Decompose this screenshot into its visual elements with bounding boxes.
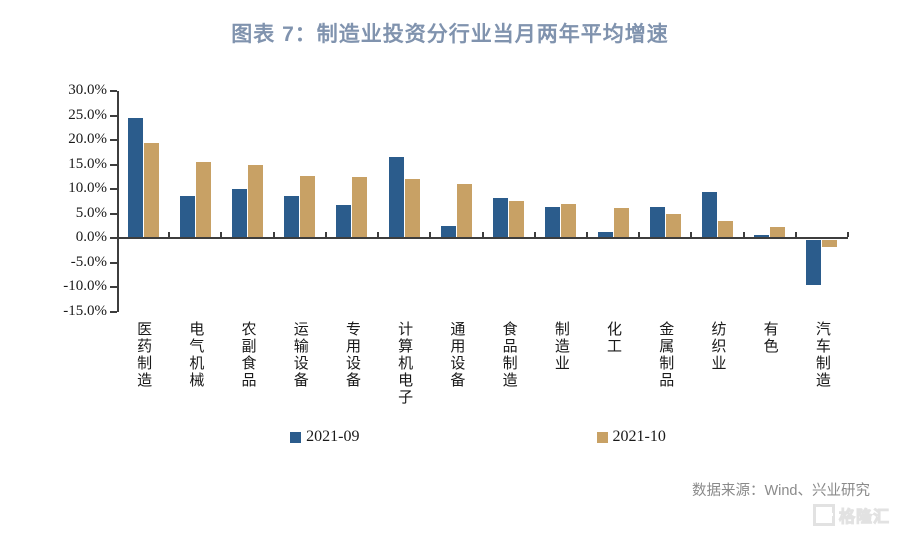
y-tick-label: -5.0% [70,253,107,270]
category-label-通用设备: 通用设备 [448,321,465,389]
bar-2021-10-汽车制造 [822,240,838,248]
bar-2021-09-专用设备 [336,204,352,238]
bar-2021-10-专用设备 [352,176,368,238]
x-axis-tick [742,232,745,237]
category-label-金属制品: 金属制品 [657,321,674,389]
bar-2021-09-化工 [597,231,613,238]
x-axis-tick [533,232,536,237]
category-label-食品制造: 食品制造 [500,321,517,389]
category-label-专用设备: 专用设备 [343,321,360,389]
legend-label: 2021-09 [306,428,360,445]
x-axis-tick [638,232,641,237]
x-axis-tick [377,232,380,237]
bar-2021-09-医药制造 [127,117,143,238]
y-tick-label: -10.0% [63,278,107,294]
x-axis-tick [220,232,223,237]
bar-2021-09-通用设备 [440,226,456,238]
y-axis-line [117,91,119,312]
bar-2021-10-有色 [770,227,786,238]
y-tick-label: 5.0% [75,204,107,221]
chart-title: 图表 7：制造业投资分行业当月两年平均增速 [231,23,669,46]
bar-2021-09-运输设备 [284,195,300,238]
bar-2021-10-制造业 [561,204,577,238]
bar-2021-10-运输设备 [300,175,316,238]
legend-swatch-2021-09 [290,431,302,443]
legend: 2021-09 2021-10 [28,428,900,446]
category-label-计算机电子: 计算机电子 [396,321,413,406]
category-label-有色: 有色 [761,321,778,355]
x-axis-tick [847,232,849,237]
y-axis-tick [110,139,117,141]
x-axis-tick [585,232,588,237]
category-label-汽车制造: 汽车制造 [813,321,830,389]
legend-label: 2021-10 [612,428,666,445]
x-axis-tick [429,232,432,237]
category-label-化工: 化工 [605,321,622,355]
category-label-医药制造: 医药制造 [135,321,152,389]
y-axis-tick [110,286,117,288]
category-label-制造业: 制造业 [552,321,569,372]
legend-item-2021-09: 2021-09 [290,428,360,446]
bar-2021-10-纺织业 [717,221,733,238]
y-axis-tick [110,114,117,117]
y-tick-label: 30.0% [68,82,107,98]
category-label-电气机械: 电气机械 [187,321,204,389]
y-axis-tick [110,310,117,313]
data-source: 数据来源：Wind、兴业研究 [691,483,870,499]
y-tick-label: 25.0% [68,106,107,123]
bar-2021-10-化工 [613,208,629,238]
bar-2021-10-医药制造 [143,142,159,238]
bar-2021-10-计算机电子 [404,178,420,238]
legend-swatch-2021-10 [596,431,608,443]
y-axis-tick [110,163,117,166]
y-axis-tick [110,261,117,264]
bar-2021-09-纺织业 [701,191,717,238]
category-label-农副食品: 农副食品 [239,321,256,389]
x-axis-tick [481,232,484,237]
bar-2021-09-有色 [754,235,770,238]
x-axis-tick [794,232,797,237]
gelonghui-logo-text: 格隆汇 [838,509,890,527]
x-axis-tick [324,232,327,237]
gelonghui-g-icon [812,504,835,526]
x-axis-line [117,237,848,239]
bar-2021-09-计算机电子 [388,157,404,238]
y-axis-tick [110,90,117,92]
x-axis-tick [690,232,693,237]
bar-2021-09-汽车制造 [806,240,822,285]
category-label-运输设备: 运输设备 [291,321,308,389]
y-tick-label: -15.0% [63,302,107,319]
y-axis-tick [110,188,117,190]
bar-2021-09-制造业 [545,206,561,238]
bar-2021-09-电气机械 [179,195,195,238]
bar-2021-09-金属制品 [649,207,665,238]
y-axis-tick [110,212,117,215]
x-axis-tick [168,232,171,237]
bar-2021-10-电气机械 [195,162,211,238]
category-label-纺织业: 纺织业 [709,321,726,372]
y-tick-label: 15.0% [68,155,107,172]
bar-2021-10-金属制品 [665,213,681,238]
bar-2021-10-通用设备 [456,183,472,238]
bar-2021-09-食品制造 [493,197,509,238]
bar-2021-10-食品制造 [509,200,525,238]
legend-item-2021-10: 2021-10 [596,428,666,446]
x-axis-tick [272,232,275,237]
gelonghui-logo: 格隆汇 [812,503,890,527]
y-tick-label: 0.0% [75,229,107,245]
y-axis-tick [110,237,117,239]
bar-2021-09-农副食品 [232,188,248,238]
y-tick-label: 10.0% [68,180,107,196]
y-tick-label: 20.0% [68,131,107,147]
bar-2021-10-农副食品 [248,164,264,238]
